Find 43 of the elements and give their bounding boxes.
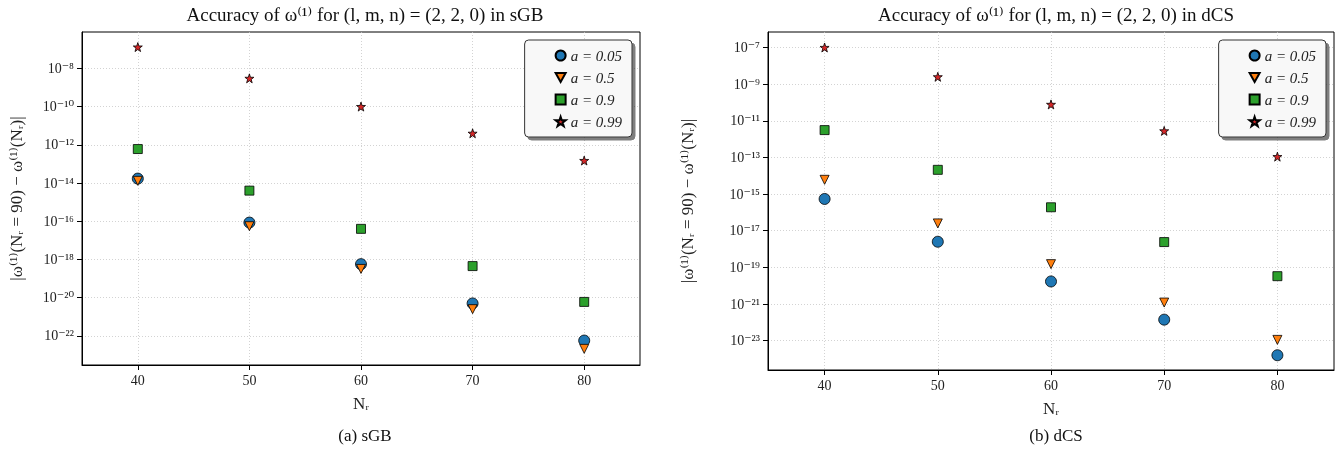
y-tick-label: 10⁻¹⁴ [43, 175, 75, 191]
y-tick-label: 10⁻¹¹ [730, 113, 760, 129]
y-tick-label: 10⁻⁹ [733, 76, 761, 92]
y-tick-label: 10⁻¹⁰ [42, 99, 75, 115]
legend-label: a = 0.99 [1264, 113, 1317, 130]
x-tick-label: 50 [242, 372, 257, 388]
y-tick-label: 10⁻²¹ [730, 296, 760, 312]
y-tick-label: 10⁻¹³ [730, 149, 760, 165]
x-tick-label: 60 [1044, 377, 1058, 393]
legend-label: a = 0.9 [570, 91, 615, 108]
legend-label: a = 0.05 [1264, 47, 1317, 64]
y-tick-label: 10⁻¹⁶ [43, 213, 75, 229]
legend-label: a = 0.5 [1264, 69, 1309, 86]
y-tick-label: 10⁻²³ [730, 333, 760, 349]
y-tick-label: 10⁻⁸ [47, 60, 75, 76]
x-axis-title: Nᵣ [352, 394, 370, 413]
y-tick-label: 10⁻²⁰ [42, 290, 75, 306]
legend-label: a = 0.9 [1264, 91, 1309, 108]
chart-title: Accuracy of ω⁽¹⁾ for (l, m, n) = (2, 2, 0) in sGB [186, 4, 544, 26]
x-tick-label: 80 [1270, 377, 1285, 393]
x-axis-title: Nᵣ [1042, 399, 1060, 418]
x-tick-label: 60 [354, 372, 368, 388]
y-tick-label: 10⁻¹⁸ [43, 251, 75, 267]
legend-label: a = 0.99 [570, 113, 623, 130]
y-tick-label: 10⁻⁷ [733, 39, 761, 55]
legend-label: a = 0.5 [570, 69, 615, 86]
x-tick-label: 40 [130, 372, 145, 388]
x-tick-label: 40 [817, 377, 832, 393]
y-tick-label: 10⁻²² [44, 328, 74, 344]
text: (b) dCS [1029, 426, 1083, 445]
y-tick-label: 10⁻¹⁹ [729, 259, 761, 275]
y-tick-label: 10⁻¹⁷ [729, 223, 761, 239]
text: (a) sGB [338, 426, 392, 445]
x-tick-label: 50 [930, 377, 945, 393]
y-tick-label: 10⁻¹² [44, 137, 74, 153]
y-axis-title: |ω⁽¹⁾(Nᵣ = 90) − ω⁽¹⁾(Nᵣ)| [678, 118, 697, 284]
y-axis-title: |ω⁽¹⁾(Nᵣ = 90) − ω⁽¹⁾(Nᵣ)| [7, 116, 26, 281]
x-tick-label: 70 [1157, 377, 1172, 393]
y-tick-label: 10⁻¹⁵ [729, 186, 761, 202]
x-tick-label: 80 [577, 372, 592, 388]
chart-title: Accuracy of ω⁽¹⁾ for (l, m, n) = (2, 2, 0) in dCS [878, 4, 1234, 26]
legend-label: a = 0.05 [570, 47, 623, 64]
x-tick-label: 70 [465, 372, 480, 388]
